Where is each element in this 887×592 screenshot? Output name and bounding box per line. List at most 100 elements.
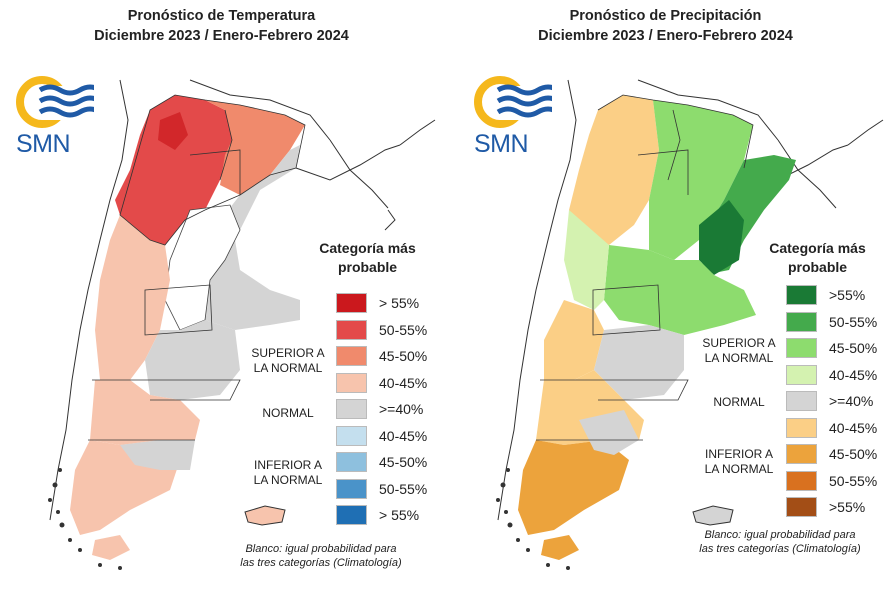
precipitation-title: Pronóstico de Precipitación Diciembre 20… (538, 8, 793, 44)
legend-label: >=40% (829, 393, 874, 409)
legend-item: 45-50% (786, 338, 877, 358)
region-north-green (649, 100, 753, 260)
smn-sun-icon (474, 76, 560, 128)
region-patagonia-normal-patch (120, 440, 195, 470)
precipitation-map-regions (518, 95, 796, 560)
legend-swatch (336, 399, 367, 419)
legend-item: 45-50% (336, 452, 427, 472)
temperature-title: Pronóstico de Temperatura Diciembre 2023… (94, 8, 349, 44)
temperature-normal-label: NORMAL (262, 406, 314, 420)
region-cuyo-orange (544, 300, 604, 380)
legend-swatch (336, 452, 367, 472)
legend-item: 40-45% (786, 364, 878, 385)
province-borders (536, 94, 754, 441)
smn-logo: SMN (14, 72, 102, 162)
legend-label: 40-45% (379, 427, 428, 444)
legend-item: >55% (786, 497, 865, 517)
legend-item: 50-55% (786, 311, 878, 332)
region-central-normal (594, 325, 684, 400)
legend-label: >55% (829, 499, 866, 515)
precipitation-upper-label: SUPERIOR A LA NORMAL (702, 336, 776, 365)
legend-label: >=40% (379, 401, 424, 417)
legend-item: 50-55% (336, 319, 428, 340)
legend-label: 50-55% (379, 321, 428, 338)
legend-label: 45-50% (379, 348, 428, 364)
legend-item: 40-45% (336, 372, 428, 393)
legend-item: 50-55% (786, 470, 878, 491)
legend-label: 45-50% (379, 454, 428, 470)
legend-swatch (786, 417, 817, 438)
region-patagonia-normal-patch (579, 410, 639, 455)
region-tierra-del-fuego (541, 535, 579, 560)
chilean-archipelago (48, 468, 122, 570)
region-patagonia-north-light (90, 380, 200, 445)
legend-item: 45-50% (786, 444, 877, 464)
falklands-islands (244, 505, 286, 526)
neighbour-borders (49, 79, 436, 521)
region-patagonia-south-orange (518, 440, 629, 535)
legend-item: >55% (786, 285, 865, 305)
region-north-medium (205, 100, 305, 195)
legend-label: 40-45% (829, 366, 878, 383)
legend-swatch (336, 293, 367, 313)
legend-item: 50-55% (336, 478, 428, 499)
legend-swatch (336, 425, 367, 446)
region-northwest-dark (115, 95, 232, 245)
legend-swatch (786, 285, 817, 305)
region-west-light (95, 215, 170, 380)
legend-swatch (336, 478, 367, 499)
smn-logo-text: SMN (16, 130, 71, 158)
legend-label: 50-55% (829, 472, 878, 489)
smn-logo-2: SMN (472, 72, 560, 162)
temperature-lower-label: INFERIOR A LA NORMAL (253, 458, 323, 487)
legend-item: 40-45% (786, 417, 878, 438)
legend-swatch (336, 319, 367, 340)
legend-swatch (786, 311, 817, 332)
legend-swatch (786, 444, 817, 464)
precipitation-lower-label: INFERIOR A LA NORMAL (704, 447, 774, 476)
legend-label: > 55% (379, 295, 420, 311)
region-central-green (604, 245, 756, 335)
legend-label: >55% (829, 287, 866, 303)
precipitation-legend-title: Categoría más probable (769, 240, 866, 275)
legend-swatch (786, 364, 817, 385)
legend-label: 50-55% (829, 313, 878, 330)
temperature-note: Blanco: igual probabilidad para las tres… (240, 543, 402, 569)
precipitation-panel: Pronóstico de Precipitación Diciembre 20… (444, 0, 887, 592)
legend-label: 45-50% (829, 446, 878, 462)
region-northeast-normal (200, 145, 300, 330)
legend-swatch (786, 338, 817, 358)
legend-swatch (336, 346, 367, 366)
legend-item: > 55% (336, 505, 419, 525)
province-borders (88, 94, 306, 441)
temperature-map (48, 79, 436, 570)
region-northwest-darkest (158, 112, 188, 150)
falklands-islands (692, 505, 734, 526)
smn-logo-text: SMN (474, 130, 529, 158)
region-central-normal (145, 320, 240, 400)
legend-swatch (786, 470, 817, 491)
temperature-panel: Pronóstico de Temperatura Diciembre 2023… (0, 0, 443, 592)
legend-item: >=40% (786, 391, 873, 411)
legend-label: 40-45% (829, 419, 878, 436)
smn-sun-icon (16, 76, 102, 128)
legend-item: 40-45% (336, 425, 428, 446)
temperature-map-regions (70, 95, 305, 560)
precipitation-note: Blanco: igual probabilidad para las tres… (699, 529, 861, 555)
temperature-legend-title: Categoría más probable (319, 240, 416, 275)
temperature-upper-label: SUPERIOR A LA NORMAL (251, 346, 325, 375)
legend-label: > 55% (379, 507, 420, 523)
precipitation-map (496, 79, 884, 570)
region-west-orange (569, 95, 659, 245)
legend-label: 40-45% (379, 374, 428, 391)
legend-swatch (786, 497, 817, 517)
legend-label: 50-55% (379, 480, 428, 497)
chilean-archipelago (496, 468, 570, 570)
legend-swatch (786, 391, 817, 411)
legend-label: 45-50% (829, 340, 878, 356)
legend-item: >=40% (336, 399, 423, 419)
legend-item: 45-50% (336, 346, 427, 366)
region-west-lightgreen (564, 210, 609, 310)
region-tierra-del-fuego (92, 535, 130, 560)
region-entre-rios-dark (699, 200, 744, 275)
